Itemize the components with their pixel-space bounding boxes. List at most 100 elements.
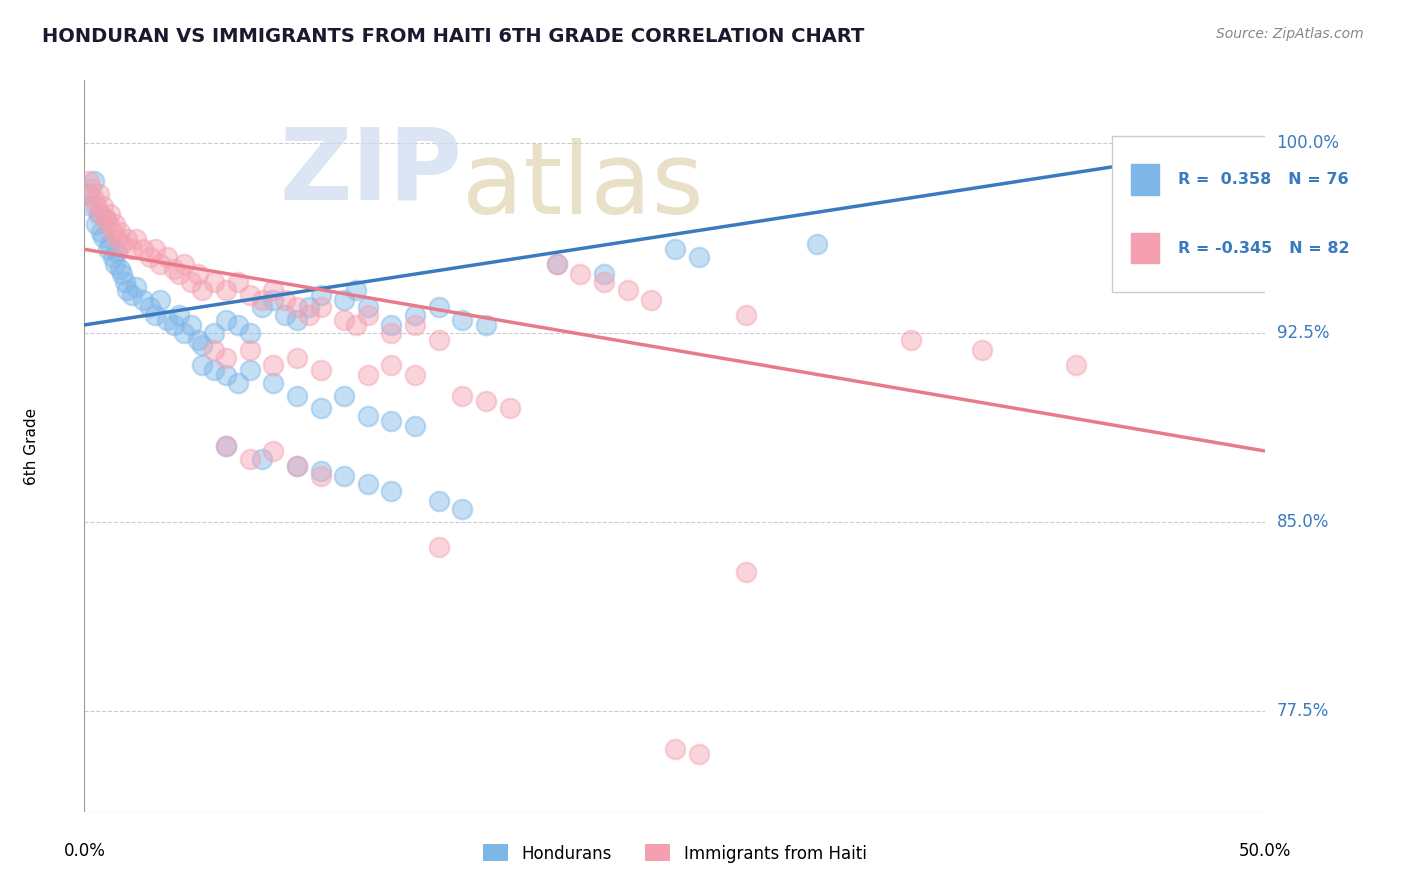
Point — [226, 318, 249, 332]
Text: 77.5%: 77.5% — [1277, 702, 1329, 720]
Text: HONDURAN VS IMMIGRANTS FROM HAITI 6TH GRADE CORRELATION CHART: HONDURAN VS IMMIGRANTS FROM HAITI 6TH GR… — [42, 27, 865, 45]
Point — [309, 363, 332, 377]
Point — [640, 293, 662, 307]
Point — [202, 326, 225, 340]
Point — [239, 451, 262, 466]
Text: 6th Grade: 6th Grade — [24, 408, 39, 484]
Point — [475, 318, 498, 332]
Point — [202, 275, 225, 289]
Point — [451, 502, 474, 516]
Point — [274, 308, 297, 322]
Point — [121, 287, 143, 301]
Point — [498, 401, 520, 416]
Point — [139, 250, 162, 264]
Text: 0.0%: 0.0% — [63, 842, 105, 860]
Point — [101, 225, 124, 239]
Point — [156, 250, 179, 264]
Point — [97, 242, 120, 256]
Point — [806, 237, 828, 252]
Point — [107, 244, 129, 259]
Point — [132, 242, 155, 256]
Point — [101, 250, 124, 264]
Point — [202, 343, 225, 358]
Text: 92.5%: 92.5% — [1277, 324, 1329, 342]
Point — [83, 192, 105, 206]
Point — [298, 300, 321, 314]
Point — [94, 212, 117, 227]
Text: R =  0.358   N = 76: R = 0.358 N = 76 — [1178, 172, 1348, 187]
Point — [163, 318, 186, 332]
Point — [84, 217, 107, 231]
Point — [309, 287, 332, 301]
Point — [616, 283, 638, 297]
Point — [215, 351, 238, 365]
Point — [149, 257, 172, 271]
Point — [404, 318, 426, 332]
Point — [357, 409, 380, 423]
Text: 85.0%: 85.0% — [1277, 513, 1329, 531]
Point — [173, 257, 195, 271]
Point — [111, 237, 134, 252]
Point — [274, 293, 297, 307]
Point — [357, 300, 380, 314]
Point — [115, 232, 138, 246]
Point — [451, 313, 474, 327]
Point — [900, 333, 922, 347]
Point — [357, 368, 380, 383]
Legend: Hondurans, Immigrants from Haiti: Hondurans, Immigrants from Haiti — [477, 838, 873, 869]
Point — [427, 540, 450, 554]
Point — [262, 359, 284, 373]
Point — [167, 268, 190, 282]
Point — [167, 308, 190, 322]
Point — [333, 388, 356, 402]
Point — [333, 293, 356, 307]
Point — [77, 186, 100, 201]
Point — [239, 363, 262, 377]
Point — [143, 308, 166, 322]
Point — [664, 242, 686, 256]
Point — [111, 268, 134, 282]
Point — [132, 293, 155, 307]
Text: ZIP: ZIP — [280, 123, 463, 220]
Point — [357, 476, 380, 491]
Point — [187, 268, 209, 282]
Text: R = -0.345   N = 82: R = -0.345 N = 82 — [1178, 241, 1350, 256]
Point — [593, 275, 616, 289]
Point — [191, 359, 214, 373]
Point — [309, 300, 332, 314]
Point — [104, 257, 127, 271]
Point — [262, 444, 284, 458]
Point — [451, 388, 474, 402]
Point — [91, 199, 114, 213]
Point — [546, 257, 568, 271]
Point — [239, 287, 262, 301]
Point — [80, 199, 103, 213]
Point — [90, 207, 112, 221]
Point — [180, 275, 202, 289]
Point — [333, 469, 356, 483]
Point — [77, 174, 100, 188]
Bar — [1130, 164, 1159, 194]
Point — [215, 439, 238, 453]
Point — [970, 343, 993, 358]
Point — [285, 300, 308, 314]
Point — [357, 308, 380, 322]
Point — [593, 268, 616, 282]
Point — [285, 351, 308, 365]
Point — [427, 333, 450, 347]
Point — [98, 237, 121, 252]
Point — [404, 368, 426, 383]
Point — [427, 300, 450, 314]
Point — [380, 359, 402, 373]
Point — [115, 283, 138, 297]
Point — [734, 308, 756, 322]
Text: atlas: atlas — [463, 138, 704, 235]
Point — [309, 401, 332, 416]
Point — [143, 242, 166, 256]
Point — [226, 275, 249, 289]
Bar — [1112, 136, 1406, 293]
Point — [380, 484, 402, 499]
Point — [87, 186, 110, 201]
Point — [80, 182, 103, 196]
Point — [1066, 359, 1088, 373]
